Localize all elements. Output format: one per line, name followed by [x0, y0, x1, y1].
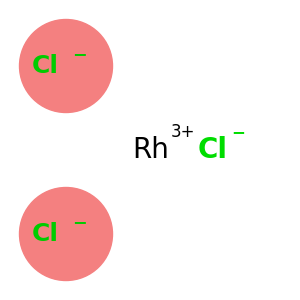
Text: Rh: Rh — [133, 136, 169, 164]
Text: 3+: 3+ — [171, 123, 196, 141]
Text: −: − — [72, 213, 87, 231]
Circle shape — [20, 188, 112, 280]
Text: −: − — [231, 123, 245, 141]
Text: Cl: Cl — [198, 136, 228, 164]
Text: Cl: Cl — [32, 222, 58, 246]
Text: −: − — [72, 45, 87, 63]
Circle shape — [20, 20, 112, 112]
Text: Cl: Cl — [32, 54, 58, 78]
